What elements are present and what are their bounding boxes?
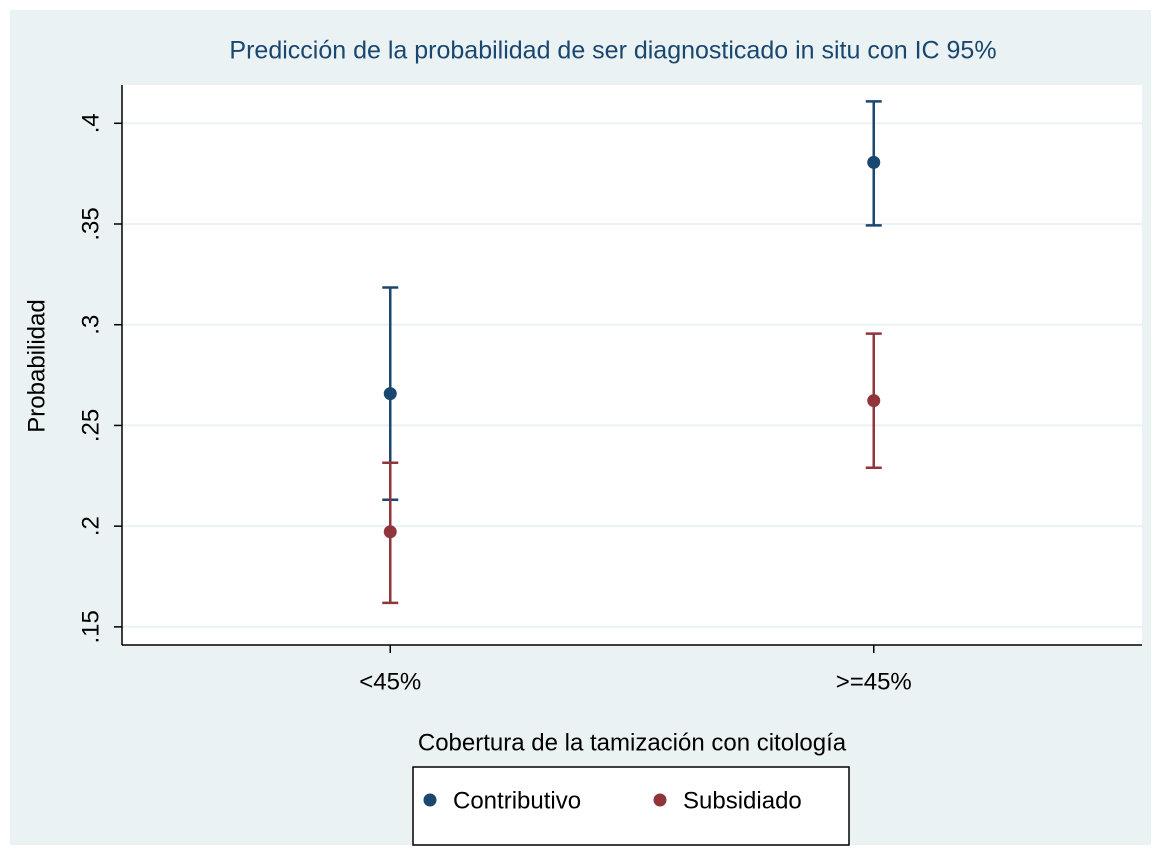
legend-marker: [653, 793, 667, 807]
point: [383, 387, 397, 401]
point: [867, 155, 881, 169]
y-tick-label: .15: [77, 610, 104, 643]
x-tick-label: >=45%: [836, 668, 912, 695]
x-axis-title: Cobertura de la tamización con citología: [418, 729, 847, 756]
y-tick-label: .2: [77, 516, 104, 536]
plot-region: [122, 85, 1142, 645]
y-axis-title: Probabilidad: [23, 299, 50, 432]
y-tick-label: .4: [77, 113, 104, 133]
y-tick-label: .25: [77, 409, 104, 442]
legend-label: Subsidiado: [683, 787, 802, 814]
x-tick-label: <45%: [359, 668, 421, 695]
legend-label: Contributivo: [453, 787, 581, 814]
legend-marker: [423, 793, 437, 807]
point: [867, 394, 881, 408]
y-tick-label: .35: [77, 207, 104, 240]
chart-title: Predicción de la probabilidad de ser dia…: [229, 37, 996, 65]
point: [383, 525, 397, 539]
legend-box: [412, 766, 850, 846]
y-tick-label: .3: [77, 315, 104, 335]
